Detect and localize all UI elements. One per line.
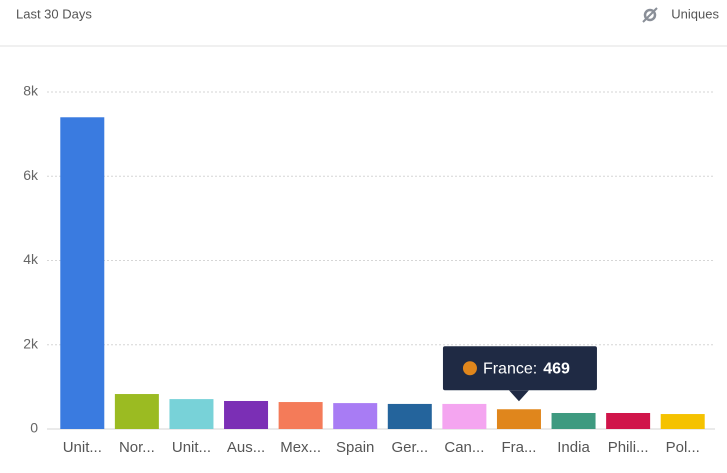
tooltip-pointer bbox=[508, 390, 529, 402]
y-tick-label: 2k bbox=[23, 335, 39, 351]
bar bbox=[496, 409, 541, 429]
bar bbox=[60, 117, 105, 430]
x-tick-label: Phili... bbox=[608, 439, 649, 456]
date-range[interactable]: Last 30 Days bbox=[16, 6, 92, 21]
y-tick-label: 6k bbox=[23, 167, 39, 183]
x-tick-label: Unit... bbox=[172, 439, 211, 456]
bar bbox=[551, 412, 596, 429]
tooltip-swatch bbox=[462, 361, 477, 376]
x-tick-label: Pol... bbox=[666, 439, 700, 456]
bar bbox=[278, 402, 323, 429]
metric-selector[interactable]: Uniques bbox=[671, 6, 719, 21]
x-tick-label: Can... bbox=[444, 439, 484, 456]
x-tick-label: Unit... bbox=[63, 439, 102, 456]
bar bbox=[169, 399, 214, 429]
bar bbox=[114, 394, 159, 429]
y-tick-label: 0 bbox=[30, 420, 38, 436]
x-tick-label: Mex... bbox=[280, 439, 321, 456]
tooltip-value: 469 bbox=[543, 360, 570, 377]
bar bbox=[442, 403, 487, 429]
x-tick-label: India bbox=[557, 439, 590, 456]
x-tick-label: Nor... bbox=[119, 439, 155, 456]
bar bbox=[660, 414, 705, 429]
bar bbox=[606, 412, 651, 429]
x-tick-label: Fra... bbox=[501, 439, 536, 456]
y-tick-label: 4k bbox=[23, 251, 39, 267]
y-tick-label: 8k bbox=[23, 83, 39, 99]
bar bbox=[387, 403, 432, 429]
bar bbox=[333, 403, 378, 429]
tooltip-label: France: bbox=[483, 360, 537, 377]
x-tick-label: Ger... bbox=[391, 439, 428, 456]
x-tick-label: Spain bbox=[336, 439, 374, 456]
bar bbox=[224, 400, 269, 429]
x-tick-label: Aus... bbox=[227, 439, 265, 456]
tooltip: France: 469 bbox=[442, 346, 597, 402]
uniques-icon[interactable] bbox=[642, 7, 658, 23]
tooltip-box bbox=[442, 346, 597, 391]
